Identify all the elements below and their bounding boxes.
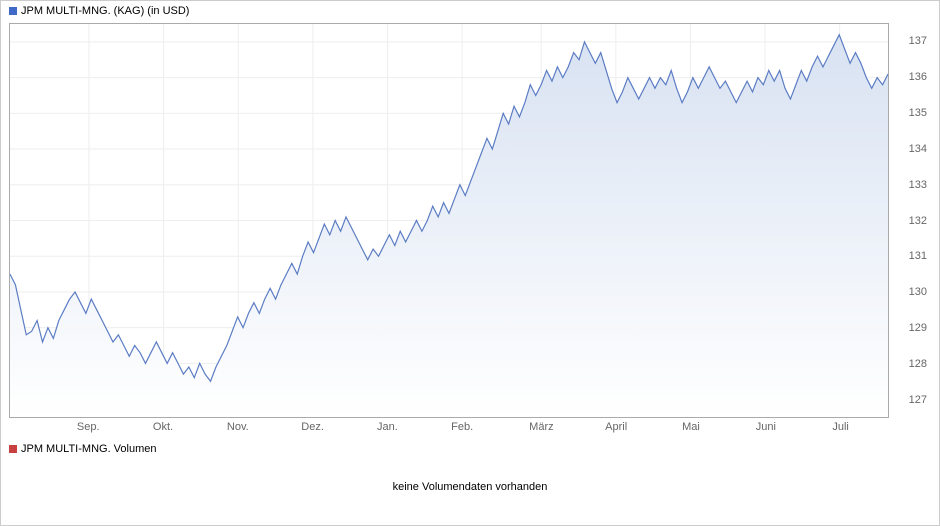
volume-no-data-message: keine Volumendaten vorhanden xyxy=(1,481,939,493)
x-tick-label: Juni xyxy=(756,421,776,433)
x-tick-label: Juli xyxy=(832,421,849,433)
y-tick-label: 127 xyxy=(909,394,927,406)
x-axis: Sep. Okt. Nov. Dez. Jan. Feb. März April Mai Juni… xyxy=(9,421,889,439)
y-tick-label: 132 xyxy=(909,215,927,227)
y-tick-label: 129 xyxy=(909,322,927,334)
x-tick-label: Sep. xyxy=(77,421,100,433)
y-tick-label: 131 xyxy=(909,250,927,262)
price-chart-area xyxy=(9,23,889,418)
price-legend-marker xyxy=(9,7,17,15)
chart-container: JPM MULTI-MNG. (KAG) (in USD) 1271281291… xyxy=(0,0,940,526)
y-tick-label: 137 xyxy=(909,35,927,47)
y-tick-label: 136 xyxy=(909,71,927,83)
y-tick-label: 135 xyxy=(909,107,927,119)
volume-legend-marker xyxy=(9,445,17,453)
y-axis: 127 128 129 130 131 132 133 134 135 136 137 xyxy=(891,23,931,418)
x-tick-label: Jan. xyxy=(377,421,398,433)
x-tick-label: Feb. xyxy=(451,421,473,433)
x-tick-label: Mai xyxy=(682,421,700,433)
price-chart-svg xyxy=(10,24,888,417)
price-legend: JPM MULTI-MNG. (KAG) (in USD) xyxy=(9,5,189,17)
volume-legend: JPM MULTI-MNG. Volumen xyxy=(9,443,157,455)
x-tick-label: Nov. xyxy=(227,421,249,433)
y-tick-label: 133 xyxy=(909,179,927,191)
x-tick-label: Okt. xyxy=(153,421,173,433)
price-legend-label: JPM MULTI-MNG. (KAG) (in USD) xyxy=(21,5,189,17)
y-tick-label: 130 xyxy=(909,286,927,298)
x-tick-label: April xyxy=(605,421,627,433)
x-tick-label: Dez. xyxy=(301,421,324,433)
volume-legend-label: JPM MULTI-MNG. Volumen xyxy=(21,443,157,455)
y-tick-label: 128 xyxy=(909,358,927,370)
y-tick-label: 134 xyxy=(909,143,927,155)
x-tick-label: März xyxy=(529,421,553,433)
